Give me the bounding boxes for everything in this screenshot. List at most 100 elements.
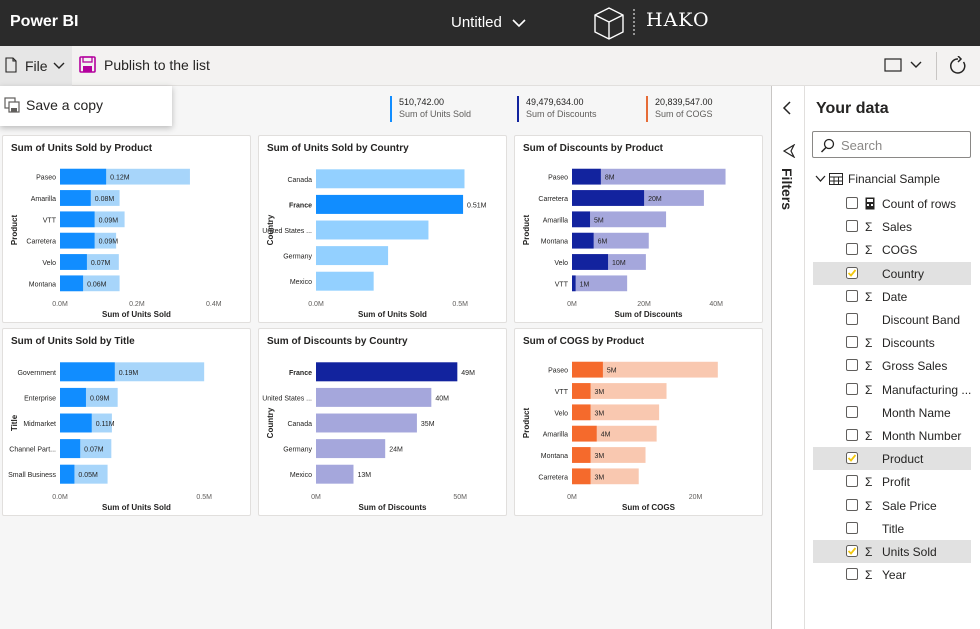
- chart-title: Sum of Units Sold by Product: [11, 143, 153, 154]
- category-label: Germany: [283, 447, 312, 454]
- kpi-label: Sum of Units Sold: [399, 109, 472, 119]
- refresh-icon[interactable]: [948, 56, 968, 76]
- checkbox[interactable]: [846, 359, 858, 372]
- checkbox[interactable]: [846, 568, 858, 581]
- save-a-copy-menu-item[interactable]: Save a copy: [0, 86, 172, 126]
- view-options-button[interactable]: [884, 58, 922, 77]
- sigma-icon: Σ: [865, 220, 873, 235]
- data-label: 1M: [580, 281, 590, 288]
- bar-highlight: [572, 361, 603, 378]
- field-item[interactable]: Σ Year: [813, 563, 971, 586]
- publish-button[interactable]: Publish to the list: [79, 56, 210, 73]
- field-item[interactable]: Σ Discounts: [813, 331, 971, 354]
- field-item[interactable]: Σ Units Sold: [813, 540, 971, 563]
- checkbox[interactable]: [846, 429, 858, 441]
- field-name: Units Sold: [882, 545, 937, 559]
- chevron-left-icon[interactable]: [782, 101, 791, 115]
- sigma-icon: Σ: [865, 359, 873, 374]
- chart-card-units-by-country[interactable]: Sum of Units Sold by Country Country Cana…: [258, 135, 507, 323]
- field-item[interactable]: Σ Sale Price: [813, 494, 971, 517]
- bar: [316, 220, 429, 240]
- sigma-icon: Σ: [865, 545, 873, 559]
- checkbox[interactable]: [846, 289, 858, 302]
- bar-highlight: [60, 464, 75, 484]
- x-tick-label: 0M: [567, 301, 577, 308]
- kpi-cogs[interactable]: 20,839,547.00 Sum of COGS: [646, 96, 713, 122]
- field-item[interactable]: Month Name: [813, 401, 971, 424]
- checkbox-checked-icon[interactable]: [846, 545, 858, 557]
- checkbox[interactable]: [846, 220, 858, 233]
- field-item[interactable]: Product: [813, 447, 971, 471]
- field-item[interactable]: Σ COGS: [813, 238, 971, 261]
- bar-highlight: [60, 275, 84, 292]
- x-tick-label: 0.0M: [52, 301, 68, 308]
- sigma-icon: Σ: [865, 336, 873, 351]
- field-name: Month Number: [882, 429, 962, 443]
- file-menu-button[interactable]: File: [0, 46, 72, 86]
- field-item[interactable]: Discount Band: [813, 308, 971, 331]
- y-axis-title: Product: [522, 408, 531, 439]
- field-name: Count of rows: [882, 197, 957, 211]
- y-axis-title: Country: [266, 407, 275, 438]
- app-name: Power BI: [10, 13, 79, 30]
- checkbox[interactable]: [846, 521, 858, 534]
- checkbox[interactable]: [846, 197, 858, 209]
- chart-card-discounts-by-product[interactable]: Sum of Discounts by Product Product Paseo…: [514, 135, 763, 323]
- field-item[interactable]: Σ Sales: [813, 215, 971, 238]
- category-label: Amarilla: [31, 196, 56, 203]
- kpi-units-sold[interactable]: 510,742.00 Sum of Units Sold: [390, 96, 471, 122]
- checkbox[interactable]: [846, 475, 858, 488]
- field-name: Product: [882, 452, 924, 467]
- chart-card-units-by-title[interactable]: Sum of Units Sold by Title Title Governme…: [2, 328, 251, 516]
- chart-card-cogs-by-product[interactable]: Sum of COGS by Product Product Paseo 5M VTT…: [514, 328, 763, 516]
- checkbox[interactable]: [846, 382, 858, 395]
- document-title-dropdown[interactable]: Untitled: [451, 14, 526, 31]
- bar: [316, 413, 417, 433]
- checkbox-checked-icon[interactable]: [846, 452, 858, 465]
- x-axis-title: Sum of COGS: [622, 503, 676, 512]
- chart-card-discounts-by-country[interactable]: Sum of Discounts by Country Country Franc…: [258, 328, 507, 516]
- your-data-pane: Your data Search Financial Sample Count …: [804, 86, 980, 629]
- hako-logo-icon: [594, 7, 635, 40]
- filters-label[interactable]: Filters: [779, 168, 795, 211]
- bar-highlight: [60, 168, 107, 185]
- x-tick-label: 0.2M: [129, 301, 145, 308]
- checkbox[interactable]: [846, 498, 858, 511]
- field-item[interactable]: Σ Date: [813, 285, 971, 308]
- data-label: 10M: [612, 260, 626, 267]
- field-item[interactable]: Country: [813, 261, 971, 285]
- save-copy-icon: [4, 97, 20, 113]
- chart-title: Sum of COGS by Product: [523, 336, 645, 347]
- field-item[interactable]: Σ Manufacturing ...: [813, 378, 971, 401]
- x-axis-title: Sum of Discounts: [614, 310, 683, 319]
- bar: [316, 246, 389, 266]
- field-item[interactable]: Σ Month Number: [813, 424, 971, 447]
- field-item[interactable]: Count of rows: [813, 192, 971, 215]
- kpi-value: 510,742.00: [399, 97, 445, 107]
- sigma-icon: Σ: [865, 289, 873, 304]
- bar-chart: Title Government 0.19M Enterprise 0.09M Midma…: [8, 362, 212, 512]
- field-item[interactable]: Σ Gross Sales: [813, 354, 971, 377]
- checkbox[interactable]: [846, 313, 858, 325]
- x-axis-title: Sum of Units Sold: [102, 503, 171, 512]
- chart-card-units-by-product[interactable]: Sum of Units Sold by Product Product Pase…: [2, 135, 251, 323]
- search-input[interactable]: Search: [812, 131, 971, 158]
- checkbox[interactable]: [846, 336, 858, 349]
- field-item[interactable]: Σ Profit: [813, 470, 971, 493]
- data-label: 0.08M: [95, 196, 115, 203]
- x-tick-label: 40M: [709, 301, 723, 308]
- filters-pane-collapsed[interactable]: [772, 86, 804, 629]
- checkbox-checked-icon[interactable]: [846, 266, 858, 279]
- publish-label: Publish to the list: [104, 57, 210, 73]
- x-tick-label: 0.0M: [52, 494, 68, 501]
- sigma-icon: Σ: [865, 568, 873, 583]
- data-label: 4M: [601, 432, 611, 439]
- bar-highlight: [60, 190, 91, 206]
- checkbox[interactable]: [846, 405, 858, 418]
- bar: [316, 387, 432, 407]
- chevron-down-icon[interactable]: [815, 175, 826, 183]
- field-item[interactable]: Title: [813, 517, 971, 540]
- field-name: Date: [882, 289, 908, 304]
- checkbox[interactable]: [846, 243, 858, 256]
- kpi-discounts[interactable]: 49,479,634.00 Sum of Discounts: [517, 96, 597, 122]
